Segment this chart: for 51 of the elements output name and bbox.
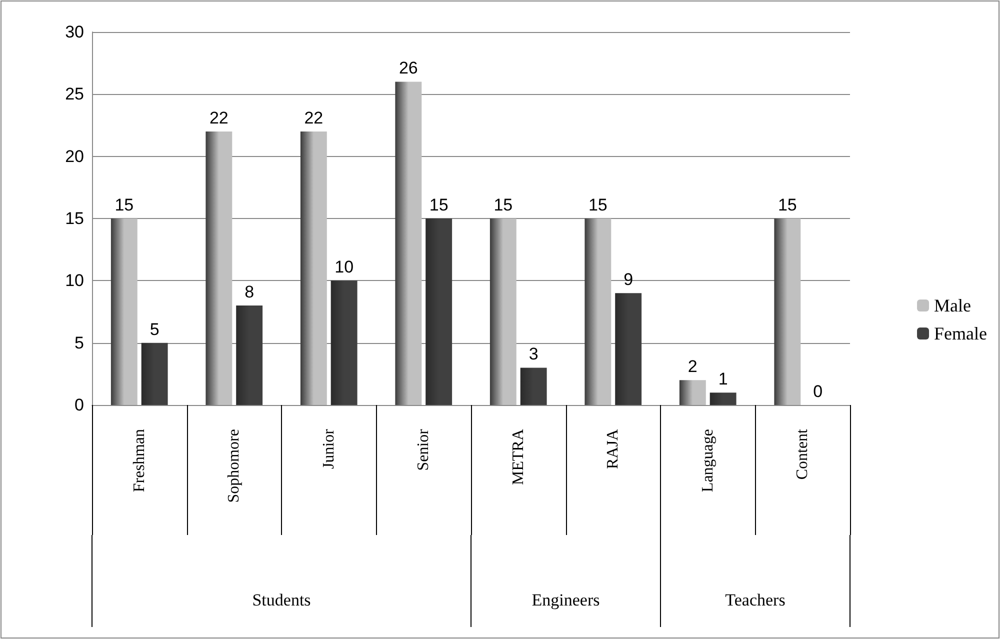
data-label: 3: [528, 344, 538, 364]
bar: [300, 131, 327, 405]
bar: [426, 218, 452, 405]
data-label: 9: [624, 270, 634, 290]
x-tick-label: Senior: [415, 428, 432, 471]
data-label: 0: [813, 382, 823, 401]
bar: [679, 380, 706, 405]
bar: [710, 392, 736, 405]
data-label: 2: [688, 357, 698, 376]
bar: [774, 218, 801, 405]
x-tick-label: Freshman: [130, 429, 148, 492]
bar: [330, 280, 358, 405]
x-tick-label: Sophomore: [226, 429, 243, 503]
x-tick-label: Language: [699, 429, 716, 492]
y-tick-label: 10: [65, 271, 84, 290]
data-label: 15: [114, 196, 134, 214]
y-tick-label: 5: [74, 333, 84, 352]
data-label: 15: [429, 196, 448, 214]
y-tick-label: 30: [65, 22, 84, 42]
y-tick-label: 0: [74, 396, 84, 414]
data-label: 15: [588, 196, 608, 214]
data-label: 26: [398, 58, 418, 78]
y-tick-label: 25: [65, 84, 84, 104]
data-label: 15: [778, 196, 797, 214]
data-label: 22: [304, 108, 324, 128]
bar: [206, 131, 232, 405]
data-label: 22: [209, 108, 228, 128]
x-tick-label: METRA: [510, 428, 527, 485]
bar: [236, 306, 263, 405]
data-label: 1: [718, 370, 728, 389]
text: Students: [252, 590, 311, 610]
bar: [395, 82, 422, 405]
x-tick-label: Junior: [320, 428, 338, 469]
x-tick-label: Content: [794, 428, 812, 480]
data-label: 15: [494, 196, 513, 214]
bar: [490, 218, 516, 405]
text: Engineers: [532, 590, 600, 610]
y-tick-label: 20: [65, 146, 84, 166]
text: Teachers: [725, 590, 786, 610]
y-tick-label: 15: [65, 209, 84, 228]
legend-label: Male: [934, 296, 972, 316]
data-label: 10: [334, 258, 354, 277]
legend-label: Female: [934, 324, 988, 344]
x-tick-label: RAJA: [604, 428, 622, 470]
bar: [584, 218, 612, 405]
bar: [520, 368, 547, 405]
bar: [110, 218, 138, 405]
data-label: 8: [244, 282, 254, 302]
data-label: 5: [150, 320, 160, 339]
bar: [615, 293, 642, 405]
bar: [141, 342, 168, 405]
